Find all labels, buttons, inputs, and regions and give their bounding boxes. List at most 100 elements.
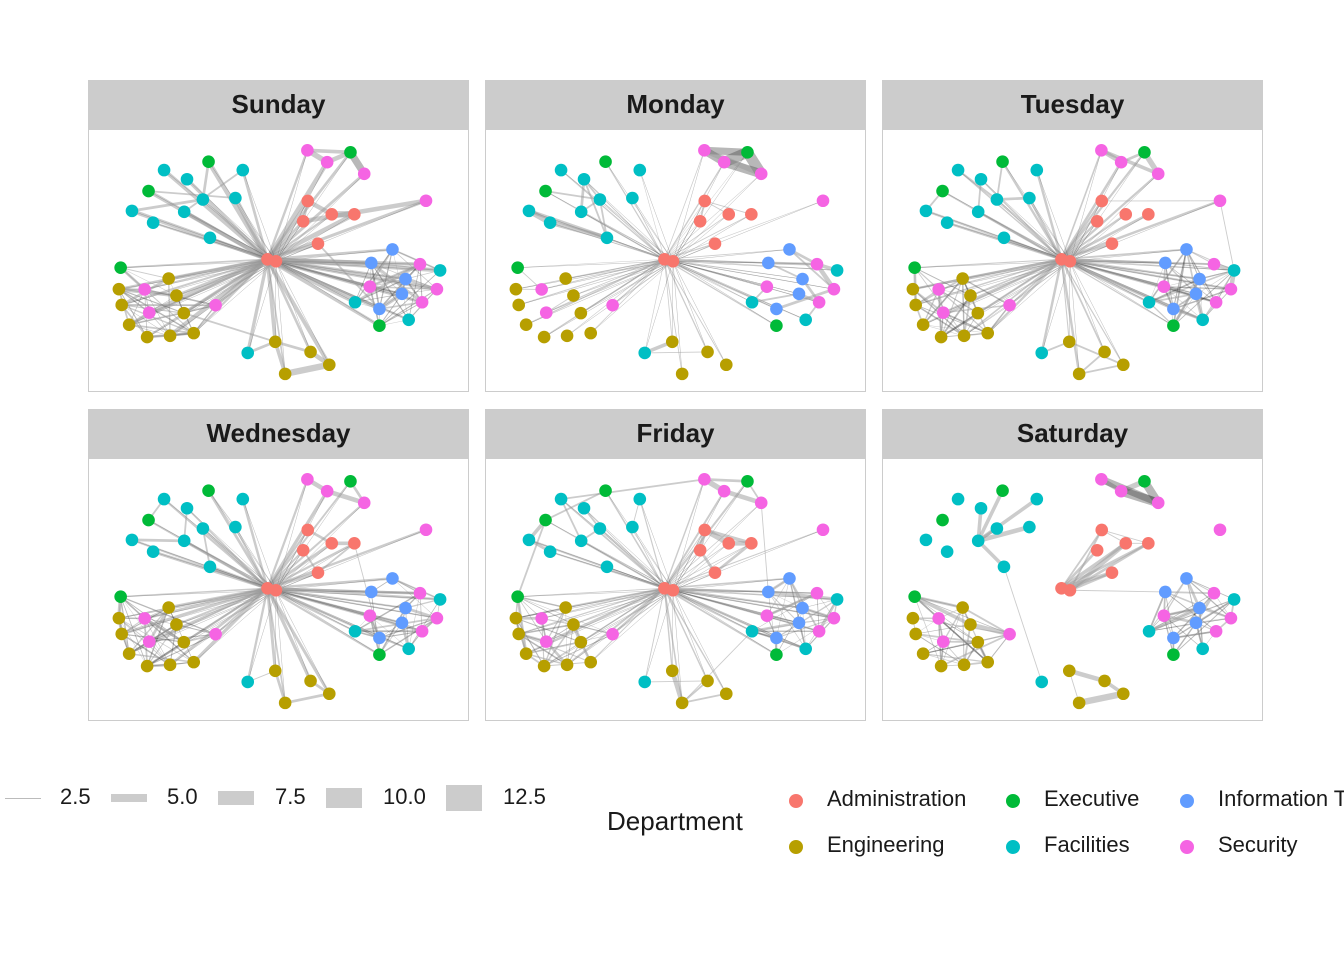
node-facilities — [146, 216, 160, 230]
node-engineering — [906, 611, 920, 625]
edge — [583, 178, 665, 260]
node-facilities — [1227, 593, 1241, 606]
node-facilities — [241, 346, 255, 360]
edge — [378, 607, 407, 656]
edge — [938, 618, 979, 643]
edge — [1172, 269, 1235, 327]
node-executive — [1167, 648, 1180, 662]
node-administration — [708, 566, 722, 580]
node-engineering — [574, 635, 588, 649]
edge — [247, 261, 277, 354]
node-administration — [269, 254, 283, 268]
edge — [378, 301, 423, 310]
node-facilities — [522, 533, 536, 547]
plot-area — [88, 458, 469, 721]
edge — [766, 261, 819, 266]
node-facilities — [638, 346, 652, 360]
node-information-technology — [1158, 585, 1172, 599]
node-engineering — [1116, 358, 1130, 372]
node-facilities — [522, 204, 536, 218]
edge — [922, 633, 1011, 655]
node-facilities — [633, 163, 647, 177]
edge — [975, 524, 1032, 544]
legend-department-label: Administration — [827, 786, 967, 811]
node-security — [810, 586, 824, 600]
edge — [275, 200, 427, 262]
edge — [1219, 200, 1235, 271]
edge — [241, 497, 269, 590]
edge — [265, 586, 313, 683]
edge — [128, 606, 170, 655]
edge — [672, 214, 752, 262]
node-engineering — [916, 318, 930, 332]
edge — [146, 258, 269, 339]
node-engineering — [719, 687, 733, 701]
edge — [1172, 248, 1187, 310]
edge — [663, 529, 824, 589]
edge — [914, 267, 989, 334]
node-executive — [202, 484, 215, 498]
node-executive — [373, 648, 386, 662]
node-facilities — [1035, 675, 1049, 689]
edge — [750, 621, 801, 633]
edge — [672, 590, 727, 694]
node-engineering — [701, 674, 714, 688]
node-executive — [142, 513, 155, 527]
node-information-technology — [783, 572, 796, 585]
node-engineering — [304, 674, 317, 688]
node-information-technology — [1167, 631, 1180, 645]
edge — [1060, 160, 1123, 261]
edge — [1060, 248, 1188, 261]
plot-area — [882, 458, 1263, 721]
node-executive — [908, 590, 921, 603]
node-engineering — [322, 687, 336, 701]
facet-strip-label: Tuesday — [882, 80, 1263, 129]
node-information-technology — [1180, 572, 1193, 585]
node-executive — [344, 146, 357, 159]
node-administration — [311, 566, 325, 580]
edge — [518, 587, 666, 635]
edge — [527, 209, 609, 240]
edge — [1069, 261, 1080, 375]
edge — [922, 288, 940, 326]
edge — [1172, 598, 1235, 656]
facet-strip-label: Friday — [485, 409, 866, 458]
node-information-technology — [1158, 256, 1172, 270]
edge — [266, 587, 381, 656]
edge — [1097, 475, 1162, 507]
edge — [914, 596, 942, 667]
node-administration — [296, 543, 310, 557]
edge — [664, 258, 683, 375]
node-engineering — [1072, 367, 1086, 381]
node-executive — [373, 319, 386, 333]
edge — [369, 590, 422, 595]
node-facilities — [157, 492, 171, 506]
edge — [566, 258, 665, 337]
node-facilities — [348, 295, 362, 309]
node-information-technology — [1189, 287, 1203, 301]
facet-panel-monday: Monday — [485, 80, 866, 392]
edge — [266, 542, 356, 590]
legend-department-title: Department — [607, 806, 743, 836]
edge — [914, 258, 1063, 269]
node-security — [413, 586, 427, 600]
node-engineering — [122, 318, 136, 332]
edge — [201, 527, 269, 590]
node-engineering — [278, 367, 292, 381]
edge — [275, 152, 351, 262]
node-information-technology — [399, 601, 412, 615]
edge — [518, 258, 666, 306]
edge — [663, 577, 791, 590]
edge — [118, 288, 195, 334]
edge — [663, 258, 778, 327]
facet-strip-label: Saturday — [882, 409, 1263, 458]
edge — [1172, 277, 1201, 328]
edge — [543, 633, 614, 667]
edge — [1148, 278, 1201, 304]
node-engineering — [964, 618, 977, 631]
facet-strip-label: Monday — [485, 80, 866, 129]
edge — [242, 169, 277, 262]
edge — [1061, 258, 1235, 271]
node-administration — [722, 208, 736, 221]
edge — [704, 200, 752, 215]
